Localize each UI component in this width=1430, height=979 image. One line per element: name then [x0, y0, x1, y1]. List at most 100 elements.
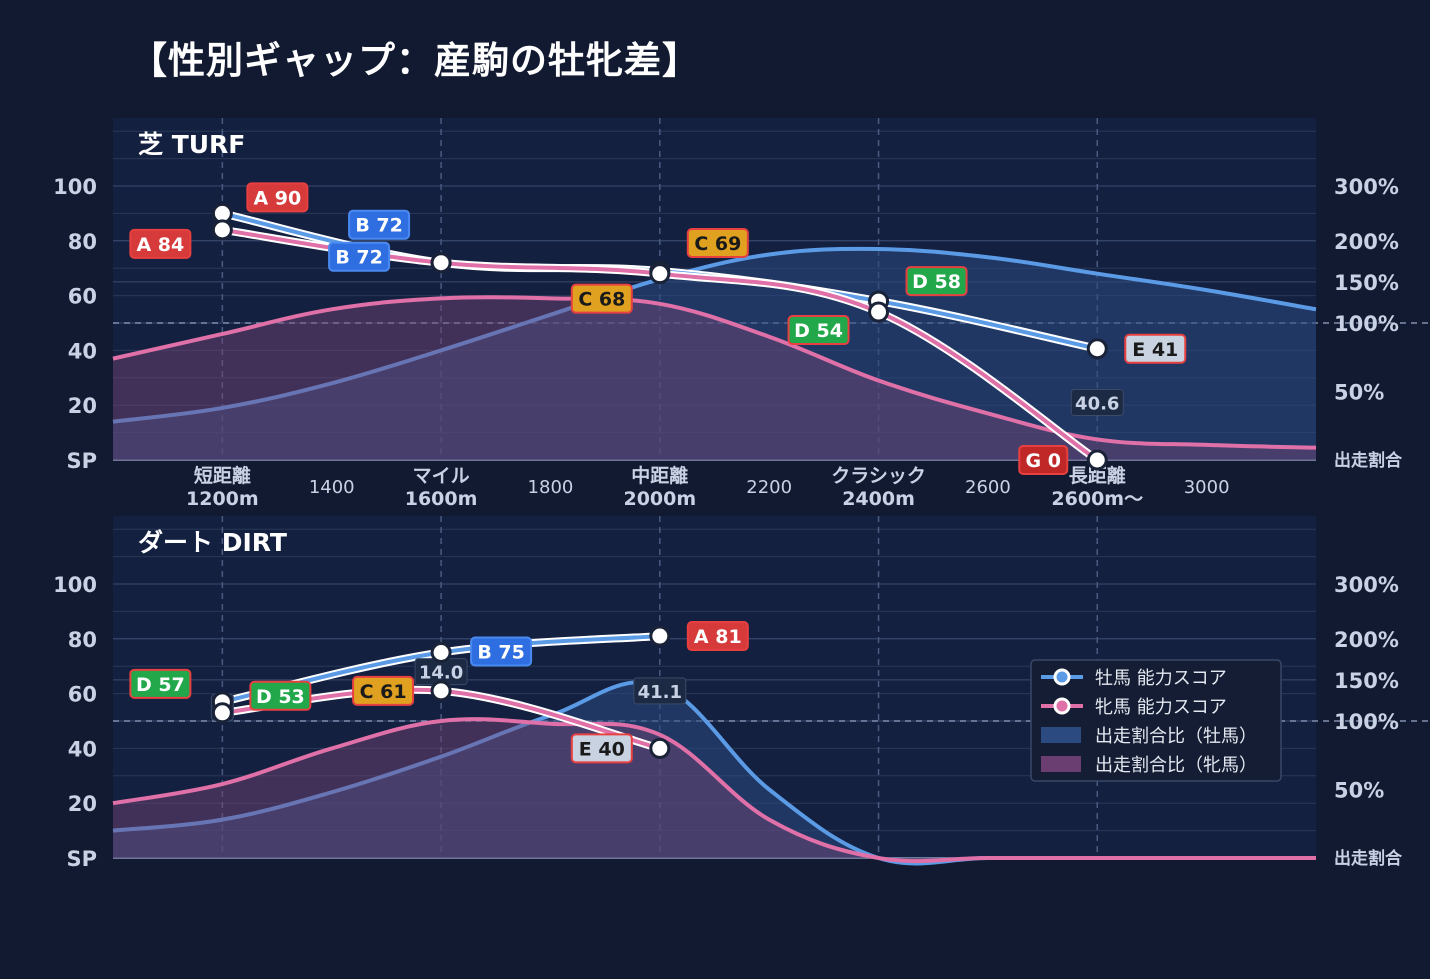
grade-badge-label: C 61	[360, 681, 407, 703]
legend-swatch-marker	[1053, 697, 1071, 715]
grade-badge	[470, 636, 533, 667]
panel-1: SP 20 40 60 80 100 出走割合 50% 100% 150% 200% 300% ダート …	[53, 516, 1430, 871]
x-category-label: 中距離	[631, 464, 688, 487]
value-label: 14.0	[419, 663, 463, 684]
y-left-tick-label: 20	[68, 394, 97, 418]
male-score-marker-inner	[216, 207, 228, 219]
grade-badge-label: E 40	[579, 738, 625, 760]
value-label: 40.6	[1075, 393, 1119, 414]
grade-badge	[129, 228, 192, 259]
y-right-tick-label: 100%	[1334, 312, 1399, 336]
y-left-tick-label: 80	[68, 628, 97, 652]
y-right-tick-label: 200%	[1334, 230, 1399, 254]
grade-badge	[129, 668, 192, 699]
male-score-marker-inner	[654, 630, 666, 642]
grade-badge-label: C 69	[694, 233, 741, 255]
y-right-tick-label: 50%	[1334, 779, 1384, 803]
grade-badge	[348, 209, 411, 240]
grade-badge	[686, 227, 749, 258]
y-left-tick-label: 100	[53, 573, 97, 597]
y-right-tick-label: 300%	[1334, 175, 1399, 199]
y-left-tick-label: SP	[66, 449, 97, 473]
grade-badge	[328, 241, 391, 272]
female-score-marker-inner	[435, 257, 447, 269]
y-right-tick-label: 150%	[1334, 669, 1399, 693]
female-score-marker-inner	[435, 685, 447, 697]
y-left-tick-label: 80	[68, 230, 97, 254]
y-left-tick-label: 60	[68, 683, 97, 707]
y-left-tick-label: 100	[53, 175, 97, 199]
page-title: 【性別ギャップ：産駒の牡牝差】	[130, 39, 700, 82]
y-right-tick-label: 出走割合	[1334, 450, 1403, 471]
y-right-tick-label: 出走割合	[1334, 848, 1403, 869]
female-score-marker-inner	[873, 306, 885, 318]
x-minor-tick-label: 3000	[1184, 477, 1230, 498]
x-minor-tick-label: 2200	[746, 477, 792, 498]
grade-badge	[686, 621, 749, 652]
legend-item-label: 牡馬 能力スコア	[1095, 668, 1227, 689]
y-left-tick-label: 40	[68, 737, 97, 761]
y-left-tick-label: 40	[68, 339, 97, 363]
y-right-tick-label: 300%	[1334, 573, 1399, 597]
y-left-tick-label: 20	[68, 792, 97, 816]
grade-badge-label: G 0	[1026, 450, 1061, 472]
area-female-line	[112, 717, 1316, 864]
grade-badge	[352, 675, 415, 706]
grade-badge-label: B 75	[477, 642, 525, 664]
grade-badge-label: D 58	[912, 271, 961, 293]
grade-badge	[905, 266, 968, 297]
legend-item-label: 出走割合比（牡馬）	[1095, 726, 1257, 747]
grade-badge-label: A 90	[253, 187, 301, 209]
female-score-marker-inner	[216, 224, 228, 236]
y-right-tick-label: 150%	[1334, 271, 1399, 295]
legend-swatch-marker	[1053, 668, 1071, 686]
legend-swatch-area	[1041, 727, 1081, 743]
y-right-tick-label: 200%	[1334, 628, 1399, 652]
grade-badge-label: D 57	[136, 674, 185, 696]
grade-badge-label: A 84	[136, 234, 184, 256]
value-label-box	[633, 677, 687, 705]
area-male-line	[112, 246, 1317, 424]
female-score-marker-inner	[216, 707, 228, 719]
male-score-marker-inner	[435, 647, 447, 658]
area-female-fill	[113, 297, 1316, 460]
female-score-marker-inner	[1091, 454, 1103, 466]
legend-box	[1030, 659, 1282, 782]
x-minor-tick-label: 1800	[528, 477, 574, 498]
x-category-label: クラシック	[831, 465, 926, 487]
x-distance-label: 2600m〜	[1051, 488, 1143, 510]
area-female-line	[112, 295, 1317, 450]
legend-swatch-area	[1041, 756, 1081, 772]
value-label-box	[1070, 388, 1124, 416]
grade-badge	[787, 315, 850, 346]
grade-badge-label: D 53	[256, 686, 305, 708]
area-female-fill	[113, 719, 1316, 862]
grade-badge-label: B 72	[355, 215, 403, 237]
grade-badge	[249, 680, 312, 711]
male-score-marker-inner	[1091, 343, 1103, 355]
area-male-fill	[113, 248, 1316, 460]
grade-badge	[246, 182, 309, 213]
grade-badge-label: E 41	[1132, 339, 1178, 361]
grade-badge-label: C 68	[578, 289, 625, 311]
y-right-tick-label: 100%	[1334, 710, 1399, 734]
female-score-marker-inner	[654, 742, 666, 754]
y-right-tick-label: 50%	[1334, 381, 1384, 405]
x-category-label: 短距離	[194, 464, 251, 487]
y-left-tick-label: 60	[68, 285, 97, 309]
x-distance-label: 1600m	[405, 488, 478, 510]
grade-badge	[570, 733, 633, 764]
legend-item-label: 牝馬 能力スコア	[1095, 697, 1227, 718]
grade-badge-label: A 81	[694, 626, 742, 648]
grade-badge-label: B 72	[335, 247, 383, 269]
panel-label: ダート DIRT	[138, 528, 287, 557]
y-left-tick-label: SP	[66, 847, 97, 871]
value-label: 41.1	[638, 682, 682, 703]
grade-badge	[1018, 445, 1069, 475]
x-distance-label: 1200m	[186, 488, 259, 510]
panel-label: 芝 TURF	[138, 130, 245, 159]
grade-badge	[1124, 333, 1187, 364]
